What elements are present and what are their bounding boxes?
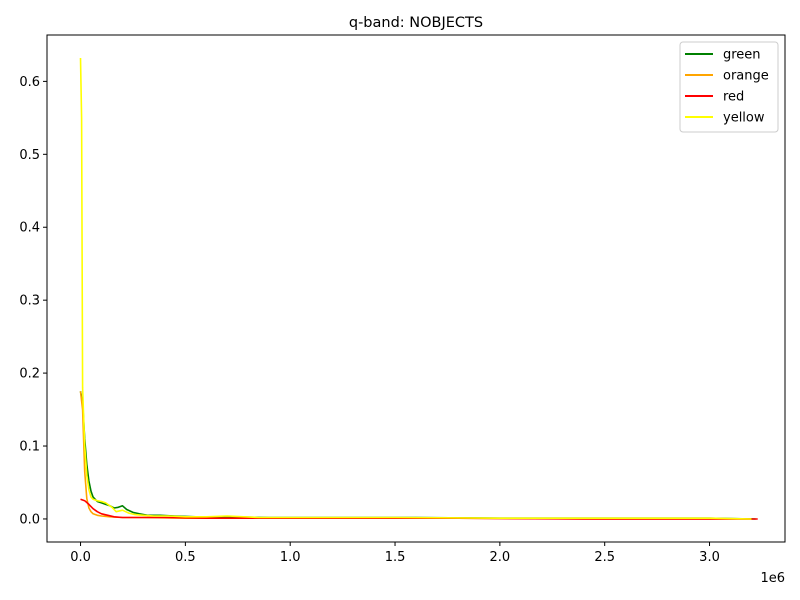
x-tick-label: 2.0 [490, 550, 511, 565]
y-tick-label: 0.5 [19, 148, 40, 163]
y-tick-label: 0.4 [19, 221, 40, 236]
legend-label-green: green [723, 48, 761, 63]
y-tick-label: 0.0 [19, 512, 40, 527]
x-tick-label: 1.5 [385, 550, 406, 565]
x-tick-label: 2.5 [594, 550, 615, 565]
series-line-yellow [79, 57, 752, 520]
x-tick-label: 0.0 [70, 550, 91, 565]
legend-label-red: red [723, 90, 744, 105]
plot-area [79, 57, 758, 520]
axes-frame [46, 34, 786, 543]
y-tick-label: 0.1 [19, 440, 40, 455]
axes: 0.0 0.5 1.0 1.5 2.0 2.5 3.0 0.0 0.1 0.2 0.3 0.4 0.5 0… [19, 34, 786, 565]
chart-title: q-band: NOBJECTS [349, 15, 483, 31]
x-tick-label: 3.0 [699, 550, 720, 565]
y-tick-label: 0.2 [19, 367, 40, 382]
legend-label-orange: orange [723, 69, 769, 84]
legend-label-yellow: yellow [723, 111, 765, 126]
legend-box [679, 41, 779, 133]
x-tick-label: 1.0 [280, 550, 301, 565]
x-tick-label: 0.5 [175, 550, 196, 565]
y-tick-label: 0.6 [19, 75, 40, 90]
x-axis-offset-label: 1e6 [760, 571, 785, 586]
legend: green orange red yellow [679, 41, 779, 133]
y-tick-label: 0.3 [19, 294, 40, 309]
